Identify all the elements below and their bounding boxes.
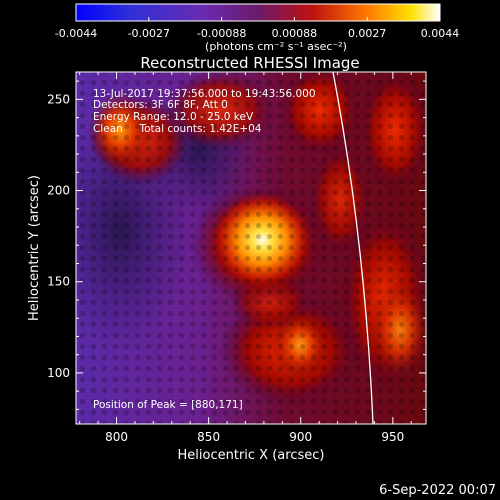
colorbar-tick-labels: -0.0044 -0.0027 -0.00088 0.00088 0.0027 0.004… [55, 27, 459, 40]
x-tick-labels: 800 850 900 950 [105, 430, 404, 444]
colorbar-tick-label: -0.00088 [197, 27, 246, 40]
colorbar-tick-label: -0.0044 [55, 27, 97, 40]
plot-frame [75, 71, 427, 425]
rhessi-image [76, 72, 426, 424]
x-tick-label: 950 [381, 430, 404, 444]
y-tick-labels: 100 150 200 250 [47, 92, 70, 380]
x-tick-label: 850 [197, 430, 220, 444]
x-axis-label: Heliocentric X (arcsec) [178, 448, 325, 463]
detectors-text: Detectors: 3F 6F 8F, Att 0 [93, 99, 228, 111]
footer-date: 6-Sep-2022 00:07 [379, 483, 496, 498]
y-tick-label: 200 [47, 184, 70, 198]
solar-limb-line [332, 72, 374, 424]
x-tick-label: 800 [105, 430, 128, 444]
y-tick-label: 150 [47, 275, 70, 289]
y-axis-label: Heliocentric Y (arcsec) [27, 175, 42, 321]
y-tick-label: 250 [47, 92, 70, 106]
plot-title: Reconstructed RHESSI Image [140, 54, 359, 72]
colorbar-tick-label: 0.0044 [421, 27, 460, 40]
colorbar-tick-label: 0.0027 [348, 27, 387, 40]
colorbar-ticks [75, 17, 441, 21]
x-tick-label: 900 [289, 430, 312, 444]
colorbar: -0.0044 -0.0027 -0.00088 0.00088 0.0027 0.004… [55, 3, 459, 53]
y-tick-label: 100 [47, 366, 70, 380]
peak-position-text: Position of Peak = [880,171] [93, 399, 243, 411]
colorbar-tick-label: -0.0027 [128, 27, 170, 40]
clean-counts-text: Clean Total counts: 1.42E+04 [93, 123, 262, 135]
colorbar-gradient [75, 3, 441, 22]
time-range-text: 13-Jul-2017 19:37:56.000 to 19:43:56.000 [93, 88, 316, 100]
colorbar-tick-label: 0.00088 [272, 27, 318, 40]
colorbar-units: (photons cm⁻² s⁻¹ asec⁻²) [205, 40, 347, 53]
axis-ticks [76, 72, 426, 424]
energy-range-text: Energy Range: 12.0 - 25.0 keV [93, 111, 254, 123]
annotations: 13-Jul-2017 19:37:56.000 to 19:43:56.000… [93, 88, 316, 411]
